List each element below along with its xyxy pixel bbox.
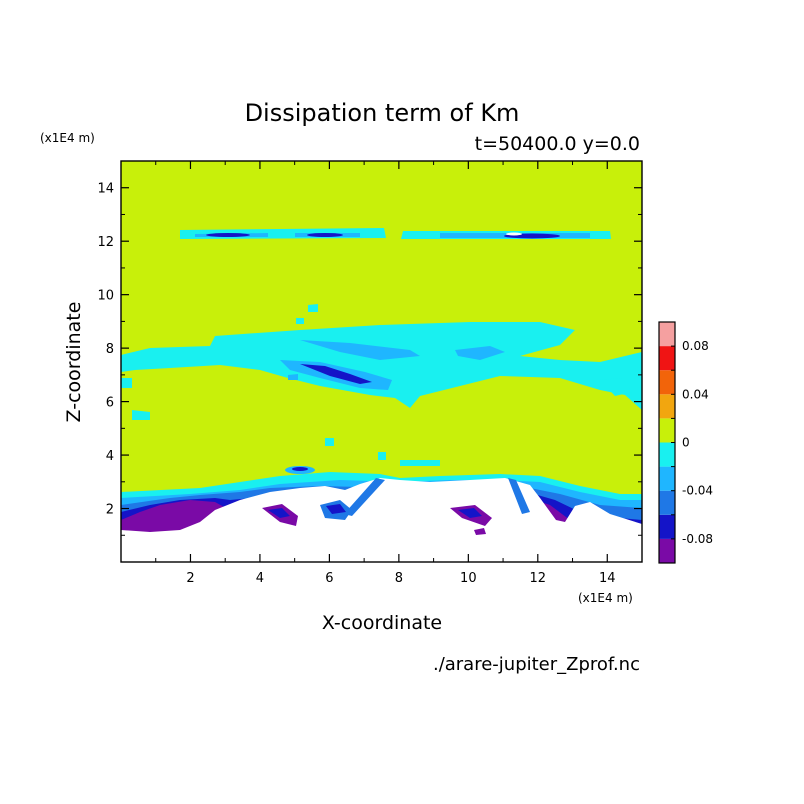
middle-layer-blob-right — [455, 346, 505, 360]
middle-layer-drop — [132, 410, 150, 420]
upper-band-gap — [506, 232, 522, 236]
upper-band-core-1 — [206, 233, 250, 237]
chart-subtitle: t=50400.0 y=0.0 — [475, 133, 640, 155]
x-tick-label: 4 — [256, 571, 264, 586]
colorbar-swatch — [659, 370, 675, 395]
colorbar: 0.08 0.04 0 -0.04 -0.08 — [658, 321, 713, 564]
x-unit-label: (x1E4 m) — [578, 591, 633, 605]
lower-boundary-contours — [121, 472, 642, 562]
y-axis-label: Z-coordinate — [63, 302, 85, 423]
speck-d — [400, 460, 440, 466]
spike-left — [344, 478, 385, 516]
middle-layer-tongue-core — [300, 364, 372, 384]
y-tick-label: 14 — [97, 182, 114, 197]
upper-band-core-2 — [307, 233, 343, 237]
source-file-label: ./arare-jupiter_Zprof.nc — [433, 654, 640, 675]
chart-title: Dissipation term of Km — [245, 99, 520, 127]
blob-left-center-core — [268, 508, 290, 518]
middle-layer-speck-1 — [308, 304, 318, 312]
y-tick-label: 2 — [106, 503, 114, 518]
speck-b — [325, 438, 334, 446]
x-tick-label: 12 — [530, 571, 547, 586]
y-tick-label: 10 — [97, 289, 114, 304]
colorbar-swatch — [659, 466, 675, 491]
x-tick-label: 2 — [186, 571, 194, 586]
middle-layer-left-tail — [121, 378, 132, 388]
spike-right — [508, 478, 530, 514]
colorbar-swatch — [659, 346, 675, 371]
colorbar-swatch — [659, 514, 675, 539]
x-axis-ticks: 2 4 6 8 10 12 14 — [155, 161, 616, 586]
plot-frame — [120, 160, 643, 563]
x-axis-label: X-coordinate — [322, 612, 442, 634]
middle-layer-speck-2 — [296, 318, 304, 324]
colorbar-swatch — [659, 490, 675, 515]
y-tick-label: 12 — [97, 235, 114, 250]
near-surface-specks — [285, 438, 440, 474]
blob-right-core — [458, 508, 482, 518]
y-tick-label: 8 — [106, 342, 114, 357]
colorbar-swatch — [659, 418, 675, 443]
undefined-region — [121, 478, 642, 562]
y-tick-label: 4 — [106, 449, 114, 464]
x-tick-label: 6 — [325, 571, 333, 586]
middle-layer-speck-3 — [288, 374, 298, 380]
colorbar-tick-label: 0.08 — [682, 339, 709, 353]
colorbar-swatch — [659, 538, 675, 563]
middle-layer-contours — [121, 304, 642, 420]
middle-layer-streak — [300, 340, 420, 360]
colorbar-tick-label: 0.04 — [682, 387, 709, 401]
middle-layer-main — [121, 322, 642, 410]
colorbar-tick-label: -0.04 — [682, 484, 713, 498]
speck-blob-a-core — [292, 467, 308, 471]
middle-layer-right-tail — [600, 378, 632, 396]
blob-small — [474, 528, 486, 535]
x-tick-label: 10 — [460, 571, 477, 586]
upper-band-contours — [180, 228, 611, 239]
plot-area — [121, 161, 642, 562]
x-tick-label: 14 — [599, 571, 616, 586]
colorbar-tick-label: -0.08 — [682, 532, 713, 546]
speck-c — [378, 452, 386, 460]
blob-mid-core — [326, 504, 346, 514]
y-axis-ticks: 2 4 6 8 10 12 14 — [97, 182, 642, 536]
colorbar-swatch — [659, 442, 675, 467]
y-unit-label: (x1E4 m) — [40, 131, 95, 145]
colorbar-tick-label: 0 — [682, 436, 690, 450]
x-tick-label: 8 — [395, 571, 403, 586]
colorbar-swatch — [659, 322, 675, 347]
y-tick-label: 6 — [106, 396, 114, 411]
colorbar-swatch — [659, 394, 675, 419]
